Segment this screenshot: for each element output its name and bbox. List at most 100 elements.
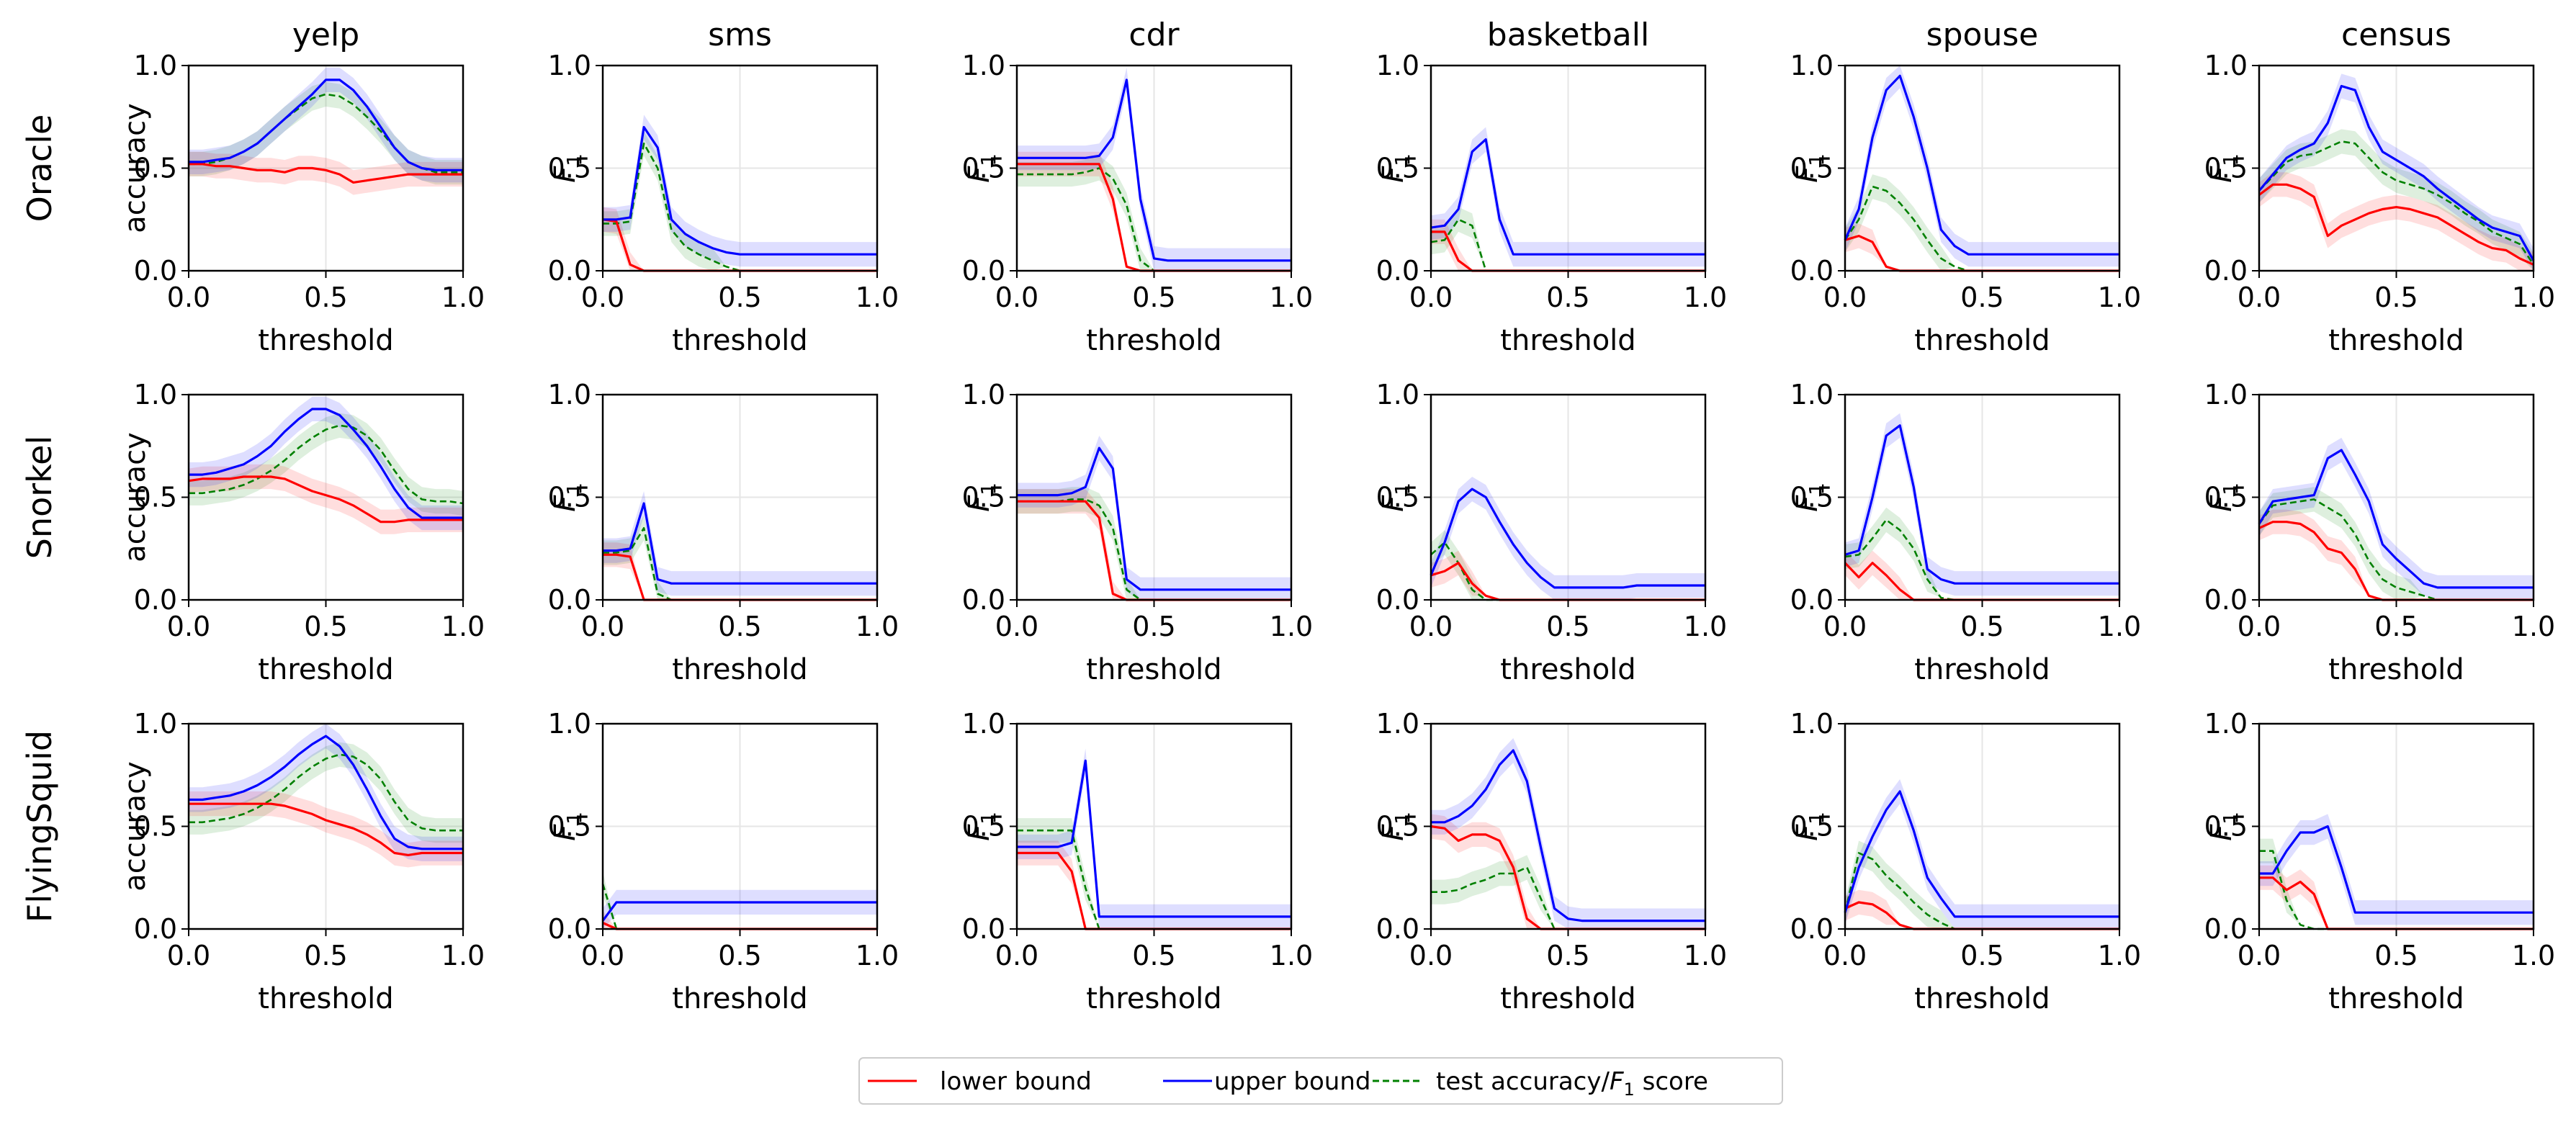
panel-oracle-basketball: 0.00.0 0.5 0.5 1.0 1.0 threshold F1 xyxy=(1376,50,1728,357)
series-line-test xyxy=(189,424,464,505)
series-line-upper xyxy=(1431,749,1705,922)
panel-flyingsquid-sms: 0.00.0 0.5 0.5 1.0 1.0 threshold F1 xyxy=(548,708,899,1015)
band-test xyxy=(189,742,463,843)
y-tick-label: 1.0 xyxy=(1376,379,1419,410)
y-axis-label: F1 xyxy=(1791,153,1828,183)
y-tick-label: 1.0 xyxy=(962,708,1005,740)
x-axis-label: threshold xyxy=(1086,982,1221,1015)
series-line-upper xyxy=(1017,78,1291,262)
y-tick-label: 1.0 xyxy=(2204,708,2248,740)
x-tick-label: 0.5 xyxy=(1960,282,2003,313)
legend-label-test-score: test accuracy/F1 score xyxy=(1436,1067,1708,1100)
band-test xyxy=(1017,487,1291,600)
y-axis-label: F1 xyxy=(2205,153,2243,183)
y-tick-label: 1.0 xyxy=(2204,379,2248,410)
y-axis-label: F1 xyxy=(2205,482,2243,512)
y-tick-label: 0.5 xyxy=(1376,811,1419,843)
band-upper xyxy=(603,889,877,929)
x-tick-label: 1.0 xyxy=(2098,940,2141,971)
x-tick-label: 0.0 xyxy=(1823,940,1867,971)
band-upper xyxy=(2259,814,2534,925)
band-upper xyxy=(1431,738,1705,929)
column-title-basketball: basketball xyxy=(1487,17,1649,53)
x-axis-label: threshold xyxy=(1914,324,2050,357)
series-line-upper xyxy=(1430,138,1705,256)
series-line-lower xyxy=(189,802,463,857)
x-axis-label: threshold xyxy=(1086,324,1221,357)
series-line-upper xyxy=(1844,424,2119,585)
x-tick-label: 0.5 xyxy=(1960,940,2003,971)
y-axis-label: accuracy xyxy=(119,761,152,891)
x-tick-label: 0.0 xyxy=(2238,940,2281,971)
y-tick-label: 1.0 xyxy=(1790,379,1834,410)
band-test xyxy=(603,131,877,271)
row-title-snorkel: Snorkel xyxy=(20,436,59,560)
series-line-upper xyxy=(2259,825,2534,914)
series-line-upper xyxy=(1844,790,2119,918)
x-axis-label: threshold xyxy=(1914,982,2050,1015)
panel-oracle-sms: 0.00.0 0.5 0.5 1.0 1.0 threshold F1 xyxy=(548,50,899,357)
band-upper xyxy=(189,724,463,861)
x-tick-label: 0.5 xyxy=(1132,940,1175,971)
panel-oracle-spouse: 0.00.0 0.5 0.5 1.0 1.0 threshold F1 xyxy=(1790,50,2142,357)
x-tick-label: 1.0 xyxy=(2512,611,2555,642)
panel-snorkel-cdr: 0.00.0 0.5 0.5 1.0 1.0 threshold F1 xyxy=(962,379,1314,686)
band-lower xyxy=(189,464,463,534)
x-tick-label: 0.0 xyxy=(167,940,210,971)
x-tick-label: 0.5 xyxy=(2374,940,2418,971)
y-tick-label: 1.0 xyxy=(2204,50,2248,81)
series-line-upper xyxy=(603,502,877,585)
x-tick-label: 1.0 xyxy=(1684,611,1727,642)
y-tick-label: 1.0 xyxy=(548,708,591,740)
y-tick-label: 0.0 xyxy=(1790,255,1834,287)
y-tick-label: 0.0 xyxy=(548,255,591,287)
y-tick-label: 0.5 xyxy=(2204,482,2248,513)
x-tick-label: 0.5 xyxy=(2374,282,2418,313)
band-test xyxy=(1431,207,1705,271)
x-axis-label: threshold xyxy=(672,982,807,1015)
band-upper xyxy=(189,396,463,531)
band-upper xyxy=(603,491,877,596)
y-tick-label: 1.0 xyxy=(134,708,177,740)
panel-snorkel-sms: 0.00.0 0.5 0.5 1.0 1.0 threshold F1 xyxy=(548,379,899,686)
x-tick-label: 1.0 xyxy=(1270,282,1313,313)
x-axis-label: threshold xyxy=(1914,653,2050,686)
x-axis-label: threshold xyxy=(2328,324,2464,357)
y-tick-label: 0.5 xyxy=(962,482,1005,513)
y-axis-label: accuracy xyxy=(119,103,152,233)
y-axis-label: F1 xyxy=(963,812,1000,841)
x-tick-label: 0.5 xyxy=(304,611,347,642)
band-lower xyxy=(1431,550,1705,600)
x-axis-label: threshold xyxy=(1500,653,1635,686)
x-tick-label: 1.0 xyxy=(856,611,899,642)
y-axis-label: F1 xyxy=(1377,153,1414,183)
y-axis-label: F1 xyxy=(963,482,1000,512)
x-axis-label: threshold xyxy=(1086,653,1221,686)
y-tick-label: 0.0 xyxy=(1376,255,1419,287)
y-axis-label: accuracy xyxy=(119,432,152,562)
y-tick-label: 1.0 xyxy=(548,379,591,410)
y-tick-label: 0.5 xyxy=(1790,482,1834,513)
x-tick-label: 0.0 xyxy=(995,282,1038,313)
y-tick-label: 0.0 xyxy=(962,584,1005,616)
band-test xyxy=(1017,818,1291,929)
panel-flyingsquid-yelp: 0.00.0 0.5 0.5 1.0 1.0 threshold accuracy xyxy=(119,708,485,1015)
x-axis-label: threshold xyxy=(672,324,807,357)
y-tick-label: 1.0 xyxy=(1790,50,1834,81)
y-tick-label: 0.0 xyxy=(1790,913,1834,945)
x-tick-label: 0.0 xyxy=(995,611,1038,642)
x-tick-label: 1.0 xyxy=(2098,282,2141,313)
y-axis-label: F1 xyxy=(549,153,586,183)
y-tick-label: 0.0 xyxy=(1376,584,1419,616)
x-tick-label: 0.5 xyxy=(1960,611,2003,642)
y-tick-label: 0.5 xyxy=(1376,482,1419,513)
panel-snorkel-yelp: 0.00.0 0.5 0.5 1.0 1.0 threshold accuracy xyxy=(119,379,485,686)
y-axis-label: F1 xyxy=(549,482,586,512)
y-tick-label: 0.0 xyxy=(2204,255,2248,287)
band-test xyxy=(2259,487,2534,600)
x-tick-label: 0.0 xyxy=(167,611,210,642)
x-tick-label: 0.0 xyxy=(167,282,210,313)
x-axis-label: threshold xyxy=(1500,324,1635,357)
x-axis-label: threshold xyxy=(2328,653,2464,686)
x-tick-label: 1.0 xyxy=(2098,611,2141,642)
